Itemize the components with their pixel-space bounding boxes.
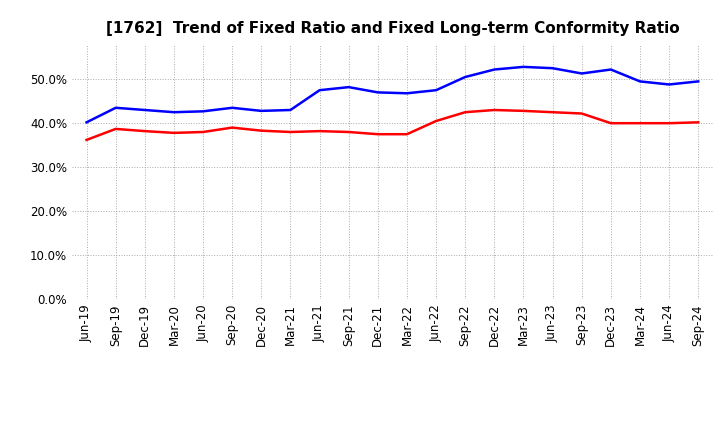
Fixed Ratio [694, 79, 703, 84]
Fixed Long-term Conformity Ratio [402, 132, 411, 137]
Fixed Ratio [286, 107, 294, 113]
Fixed Long-term Conformity Ratio [344, 129, 353, 135]
Fixed Ratio [112, 105, 120, 110]
Fixed Long-term Conformity Ratio [577, 111, 586, 116]
Fixed Long-term Conformity Ratio [461, 110, 469, 115]
Fixed Long-term Conformity Ratio [228, 125, 236, 130]
Fixed Ratio [519, 64, 528, 70]
Fixed Ratio [461, 74, 469, 80]
Fixed Ratio [82, 120, 91, 125]
Fixed Ratio [315, 88, 324, 93]
Fixed Long-term Conformity Ratio [490, 107, 499, 113]
Line: Fixed Long-term Conformity Ratio: Fixed Long-term Conformity Ratio [86, 110, 698, 140]
Fixed Long-term Conformity Ratio [432, 118, 441, 124]
Fixed Long-term Conformity Ratio [636, 121, 644, 126]
Fixed Ratio [228, 105, 236, 110]
Fixed Long-term Conformity Ratio [374, 132, 382, 137]
Fixed Ratio [490, 67, 499, 72]
Fixed Long-term Conformity Ratio [257, 128, 266, 133]
Fixed Long-term Conformity Ratio [112, 126, 120, 132]
Line: Fixed Ratio: Fixed Ratio [86, 67, 698, 122]
Fixed Long-term Conformity Ratio [199, 129, 207, 135]
Fixed Ratio [257, 108, 266, 114]
Fixed Long-term Conformity Ratio [519, 108, 528, 114]
Fixed Ratio [577, 71, 586, 76]
Fixed Ratio [199, 109, 207, 114]
Fixed Ratio [665, 82, 673, 87]
Fixed Ratio [402, 91, 411, 96]
Fixed Ratio [344, 84, 353, 90]
Fixed Long-term Conformity Ratio [315, 128, 324, 134]
Fixed Ratio [636, 79, 644, 84]
Fixed Long-term Conformity Ratio [606, 121, 615, 126]
Fixed Long-term Conformity Ratio [548, 110, 557, 115]
Fixed Long-term Conformity Ratio [694, 120, 703, 125]
Fixed Long-term Conformity Ratio [140, 128, 149, 134]
Fixed Long-term Conformity Ratio [82, 137, 91, 143]
Fixed Long-term Conformity Ratio [170, 130, 179, 136]
Fixed Ratio [606, 67, 615, 72]
Title: [1762]  Trend of Fixed Ratio and Fixed Long-term Conformity Ratio: [1762] Trend of Fixed Ratio and Fixed Lo… [106, 21, 679, 36]
Fixed Ratio [432, 88, 441, 93]
Fixed Ratio [548, 66, 557, 71]
Fixed Long-term Conformity Ratio [665, 121, 673, 126]
Fixed Ratio [140, 107, 149, 113]
Fixed Ratio [170, 110, 179, 115]
Fixed Ratio [374, 90, 382, 95]
Fixed Long-term Conformity Ratio [286, 129, 294, 135]
